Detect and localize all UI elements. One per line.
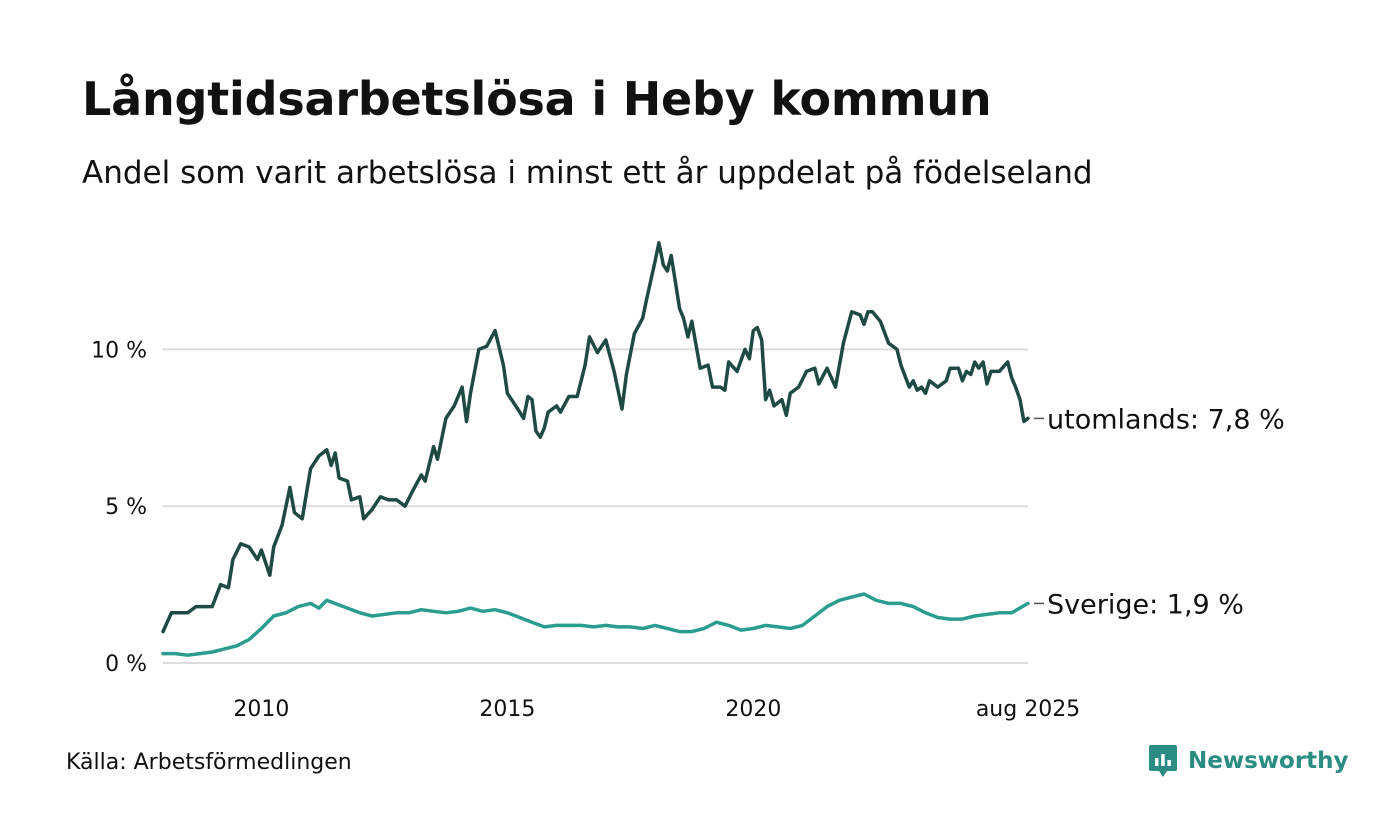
brand-name: Newsworthy (1188, 748, 1349, 774)
series-end-label: Sverige: 1,9 % (1047, 589, 1244, 620)
series-line-sverige (161, 592, 1030, 657)
x-tick-label: 2010 (233, 697, 289, 722)
x-tick-label: 2015 (479, 697, 535, 722)
series-line-utomlands (161, 241, 1030, 634)
x-tick-label: 2020 (725, 697, 781, 722)
series-end-label: utomlands: 7,8 % (1047, 404, 1285, 435)
newsworthy-logo-icon (1149, 745, 1177, 777)
chart-subtitle: Andel som varit arbetslösa i minst ett å… (82, 155, 1093, 191)
y-tick-label: 5 % (105, 495, 147, 520)
source-note: Källa: Arbetsförmedlingen (66, 750, 352, 775)
x-tick-label: aug 2025 (976, 697, 1080, 722)
y-tick-label: 0 % (105, 652, 147, 677)
chart-title: Långtidsarbetslösa i Heby kommun (82, 72, 992, 126)
brand[interactable]: Newsworthy (1148, 744, 1349, 778)
y-tick-label: 10 % (91, 338, 147, 363)
